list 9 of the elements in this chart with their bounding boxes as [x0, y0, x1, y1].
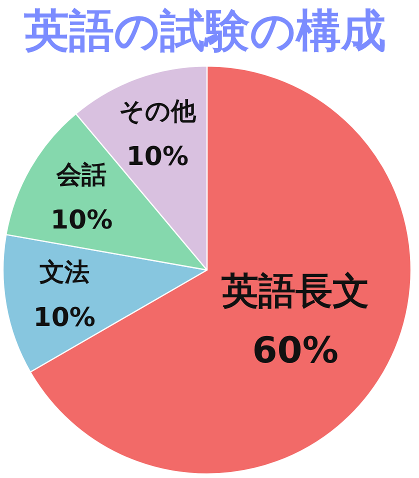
- category-label: 会話: [56, 160, 107, 190]
- category-label: 英語長文: [221, 270, 370, 312]
- category-label: その他: [118, 96, 196, 126]
- value-label: 10%: [126, 142, 189, 172]
- category-label: 文法: [39, 258, 90, 287]
- value-label: 10%: [33, 303, 96, 334]
- value-label: 60%: [252, 330, 338, 372]
- value-label: 10%: [50, 206, 113, 236]
- chart-title: 英語の試験の構成: [24, 4, 386, 57]
